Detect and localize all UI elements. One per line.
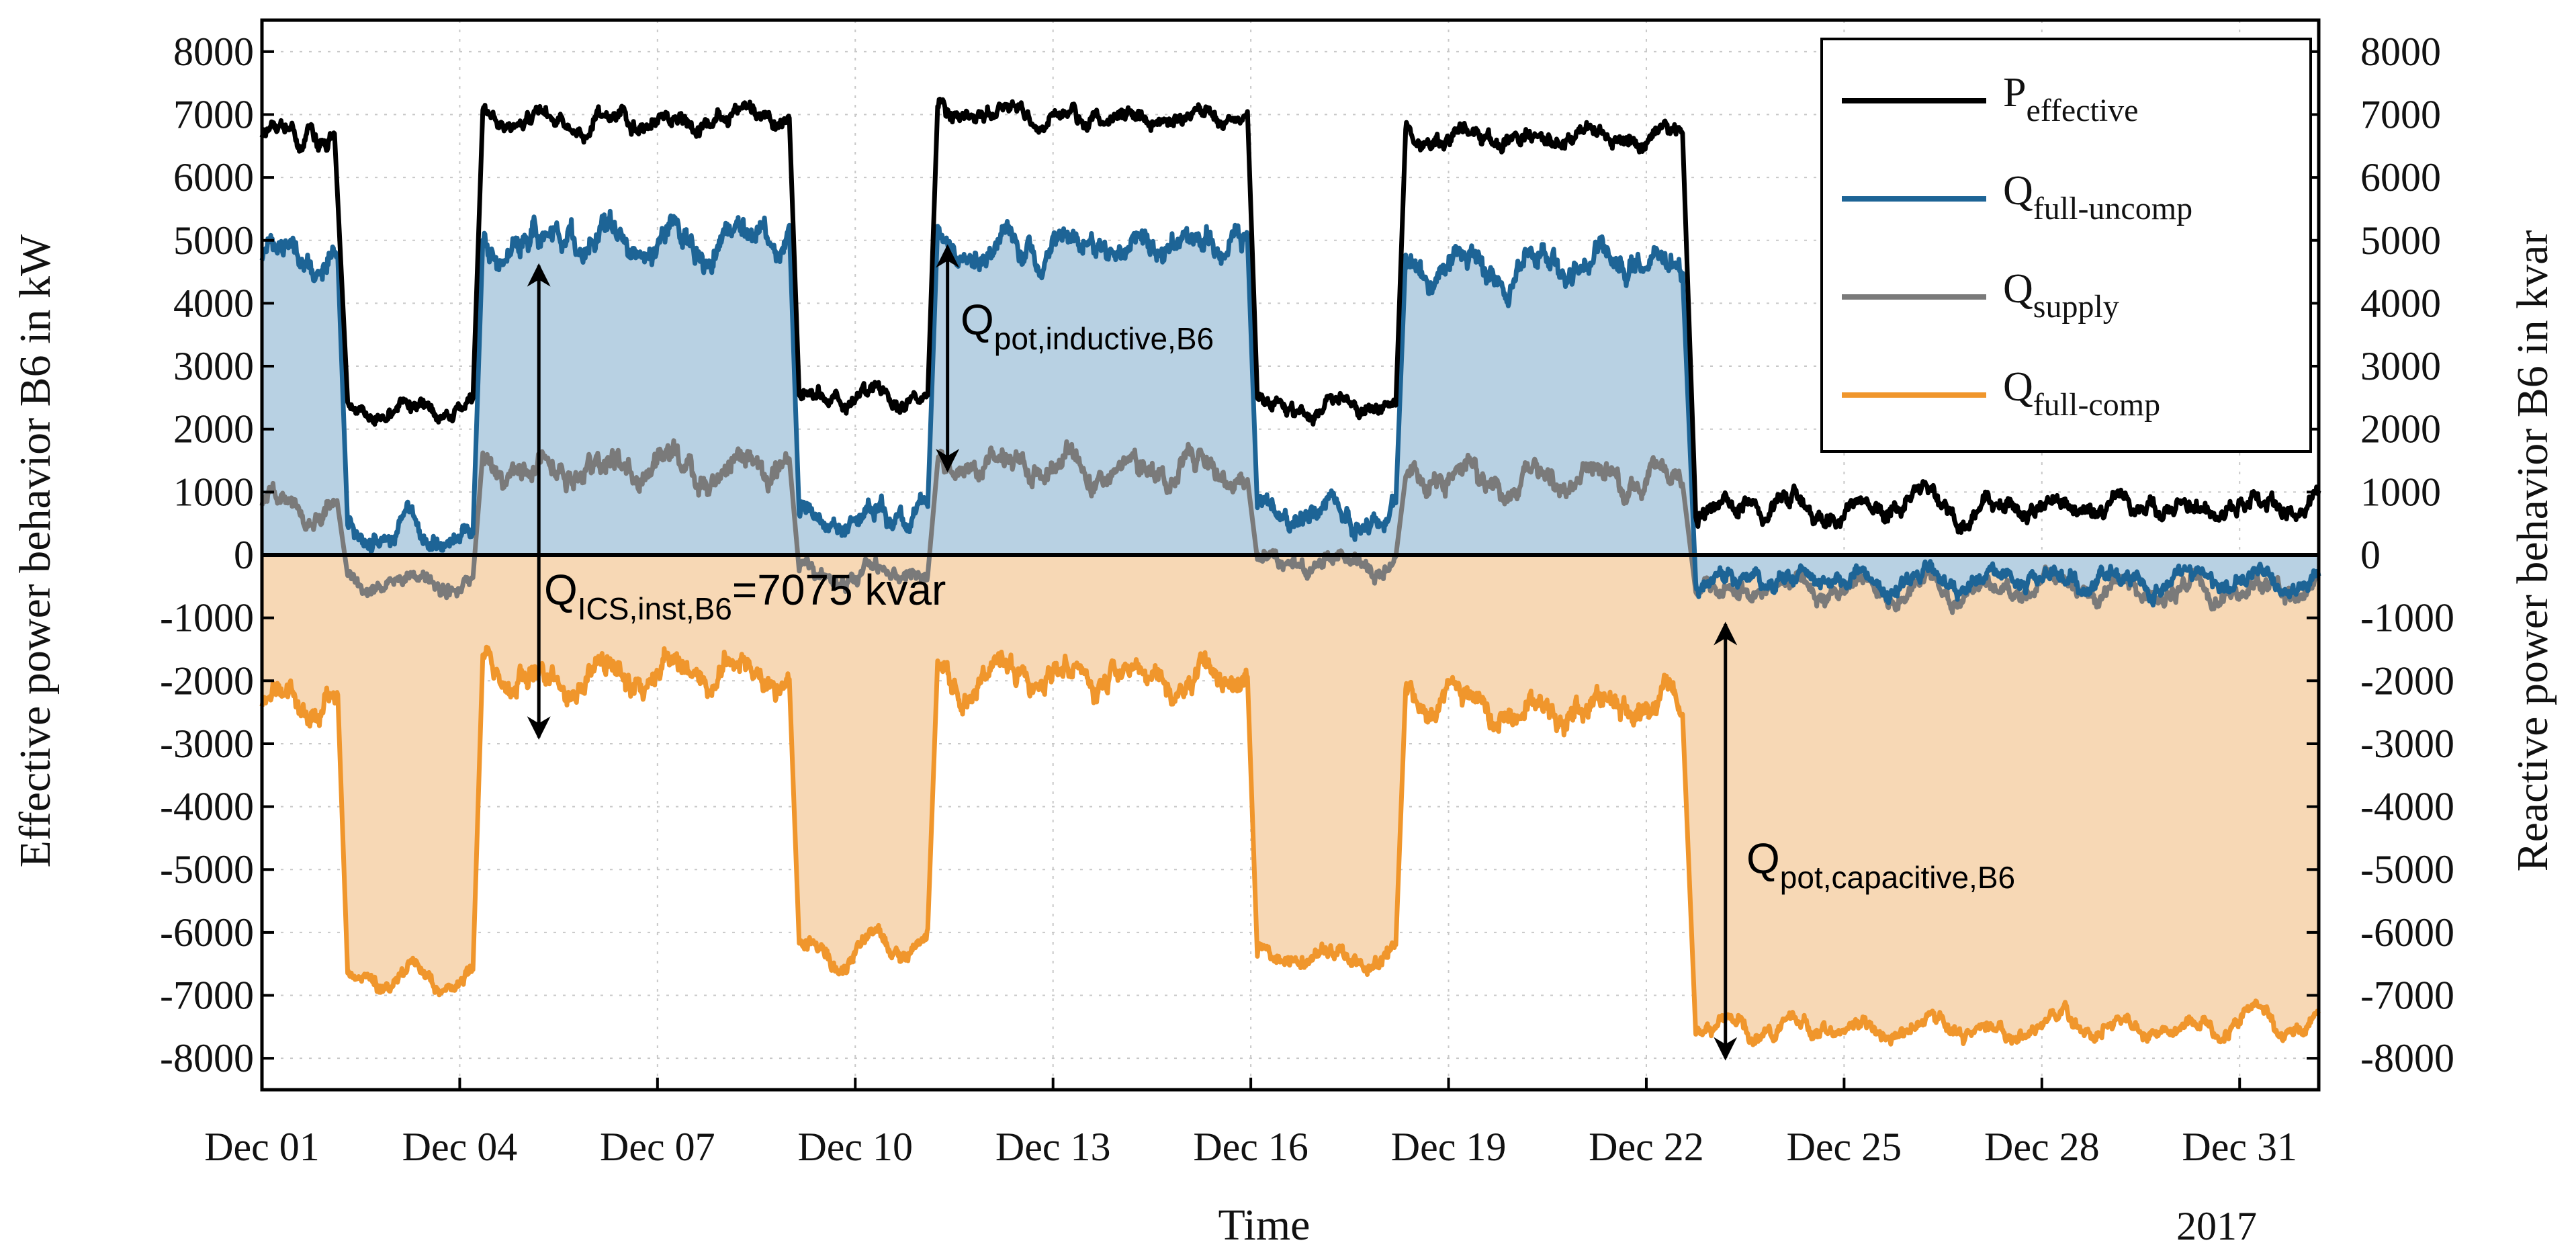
y-tick-label-left: -2000: [160, 658, 254, 703]
annotation-suffix: =7075 kvar: [732, 566, 946, 614]
y-tick-label-right: -5000: [2360, 847, 2454, 892]
annotation-sub: pot,capacitive,B6: [1780, 860, 2015, 895]
y-tick-label-right: -3000: [2360, 722, 2454, 766]
y-tick-label-right: -2000: [2360, 658, 2454, 703]
y-tick-label-right: -6000: [2360, 910, 2454, 955]
annotation-label: QICS,inst,B6=7075 kvar: [544, 566, 946, 626]
series-line-effective: [259, 97, 2321, 535]
y-tick-label-right: 5000: [2360, 218, 2441, 263]
y-tick-label-right: 7000: [2360, 92, 2441, 136]
y-tick-label-left: 8000: [173, 30, 254, 74]
series-lines: [259, 97, 2321, 1047]
y-tick-label-left: 5000: [173, 218, 254, 263]
left-axis-label: Effective power behavior B6 in kW: [11, 234, 60, 867]
legend-label-sub: supply: [2033, 289, 2119, 325]
y-tick-label-right: -8000: [2360, 1036, 2454, 1080]
legend-label-sub: full-uncomp: [2033, 191, 2192, 226]
area-fill-full-comp: [262, 555, 2319, 1045]
annotation-main: Q: [544, 566, 578, 614]
area-fills: [262, 211, 2319, 1045]
y-tick-label-left: 4000: [173, 281, 254, 325]
y-tick-label-right: 0: [2360, 533, 2381, 577]
annotation-label: Qpot,capacitive,B6: [1746, 834, 2015, 895]
legend-label-sub: effective: [2026, 93, 2138, 128]
y-tick-label-right: 1000: [2360, 470, 2441, 514]
y-tick-label-left: 3000: [173, 344, 254, 388]
y-tick-label-left: -6000: [160, 910, 254, 955]
legend-label: Peffective: [2003, 70, 2138, 128]
area-fill-full-uncomp: [262, 211, 2319, 605]
annotation-main: Q: [961, 296, 994, 344]
y-tick-label-right: 3000: [2360, 344, 2441, 388]
y-tick-label-left: -3000: [160, 722, 254, 766]
y-tick-label-left: 6000: [173, 155, 254, 200]
y-tick-label-left: 1000: [173, 470, 254, 514]
right-axis-label: Reactive power behavior B6 in kvar: [2508, 230, 2557, 872]
y-tick-label-left: -7000: [160, 974, 254, 1018]
x-tick-label: Dec 13: [995, 1125, 1111, 1169]
y-tick-label-left: -4000: [160, 785, 254, 829]
legend-label: Qfull-uncomp: [2003, 168, 2192, 226]
axis-ticks: 8000 8000 7000 7000 6000 6000 5000 5000 4000 4000…: [160, 30, 2454, 1169]
y-tick-label-left: -1000: [160, 596, 254, 640]
y-tick-label-left: 0: [234, 533, 254, 577]
y-tick-label-right: 6000: [2360, 155, 2441, 200]
y-tick-label-left: -5000: [160, 847, 254, 892]
y-tick-label-right: 8000: [2360, 30, 2441, 74]
legend-label: Qsupply: [2003, 266, 2119, 325]
series-line-full-uncomp: [259, 208, 2321, 608]
x-tick-label: Dec 10: [797, 1125, 913, 1169]
y-tick-label-right: 2000: [2360, 407, 2441, 451]
annotation-main: Q: [1746, 834, 1780, 883]
x-tick-label: Dec 01: [204, 1125, 320, 1169]
y-tick-label-left: 7000: [173, 92, 254, 136]
annotation-sub: pot,inductive,B6: [994, 321, 1214, 356]
y-tick-label-right: 4000: [2360, 281, 2441, 325]
legend-label: Qfull-comp: [2003, 364, 2160, 423]
year-label: 2017: [2176, 1204, 2257, 1248]
x-tick-label: Dec 16: [1193, 1125, 1308, 1169]
legend-label-main: P: [2003, 70, 2026, 116]
legend-label-main: Q: [2003, 168, 2033, 214]
y-tick-label-left: -8000: [160, 1036, 254, 1080]
y-tick-label-right: -4000: [2360, 785, 2454, 829]
legend-label-main: Q: [2003, 364, 2033, 410]
y-tick-label-left: 2000: [173, 407, 254, 451]
y-tick-label-right: -1000: [2360, 596, 2454, 640]
x-tick-label: Dec 19: [1391, 1125, 1507, 1169]
x-tick-label: Dec 04: [402, 1125, 518, 1169]
x-tick-label: Dec 22: [1589, 1125, 1704, 1169]
x-tick-label: Dec 28: [1984, 1125, 2100, 1169]
annotation-sub: ICS,inst,B6: [578, 591, 732, 626]
series-line-full-comp: [259, 644, 2321, 1047]
x-tick-label: Dec 25: [1787, 1125, 1902, 1169]
x-tick-label: Dec 31: [2182, 1125, 2297, 1169]
x-axis-label: Time: [1218, 1201, 1311, 1250]
x-tick-label: Dec 07: [600, 1125, 715, 1169]
legend-label-main: Q: [2003, 266, 2033, 312]
y-tick-label-right: -7000: [2360, 974, 2454, 1018]
legend-box: [1820, 38, 2312, 453]
annotation-label: Qpot,inductive,B6: [961, 296, 1214, 356]
legend-label-sub: full-comp: [2033, 387, 2160, 423]
